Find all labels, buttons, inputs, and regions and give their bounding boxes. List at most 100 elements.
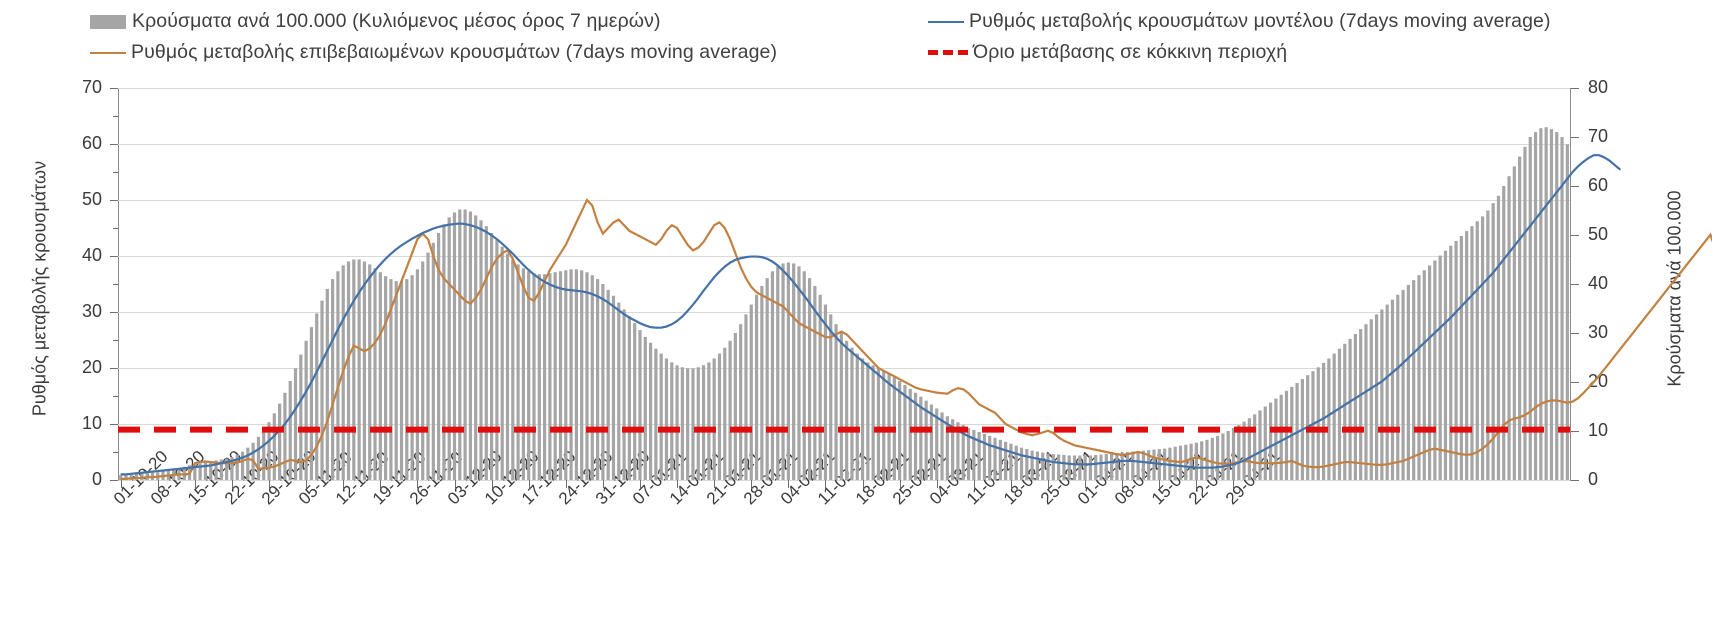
bar[interactable] — [1216, 435, 1220, 480]
bar[interactable] — [553, 272, 557, 480]
bar[interactable] — [712, 358, 716, 480]
bar[interactable] — [590, 275, 594, 480]
bar[interactable] — [919, 396, 923, 480]
bar[interactable] — [378, 272, 382, 480]
bar[interactable] — [1480, 216, 1485, 480]
bar[interactable] — [834, 324, 838, 480]
bar[interactable] — [998, 439, 1002, 480]
bar[interactable] — [595, 279, 600, 480]
bar[interactable] — [982, 433, 987, 480]
bar[interactable] — [1502, 186, 1506, 480]
bar[interactable] — [1311, 371, 1315, 480]
bar[interactable] — [1422, 270, 1426, 480]
bar[interactable] — [431, 242, 435, 480]
bar[interactable] — [601, 284, 605, 480]
bar[interactable] — [442, 224, 446, 480]
bar[interactable] — [860, 358, 865, 480]
bar[interactable] — [966, 428, 971, 480]
bar[interactable] — [203, 462, 208, 480]
bar[interactable] — [537, 274, 541, 480]
bar[interactable] — [1491, 203, 1495, 480]
bar[interactable] — [235, 454, 239, 480]
bar[interactable] — [119, 475, 123, 480]
bar[interactable] — [813, 285, 817, 480]
bar[interactable] — [876, 368, 881, 480]
bar[interactable] — [1200, 441, 1204, 480]
bar[interactable] — [198, 463, 202, 480]
bar[interactable] — [1268, 402, 1273, 480]
bar[interactable] — [760, 285, 764, 480]
bar[interactable] — [1438, 255, 1442, 480]
bar[interactable] — [479, 220, 483, 481]
bar[interactable] — [707, 362, 711, 480]
bar[interactable] — [293, 368, 298, 480]
bar[interactable] — [1374, 314, 1379, 480]
bar[interactable] — [1284, 390, 1289, 480]
bar[interactable] — [1533, 132, 1538, 480]
bar[interactable] — [1380, 309, 1384, 480]
bar[interactable] — [1231, 428, 1236, 480]
bar[interactable] — [1247, 418, 1251, 480]
bar[interactable] — [352, 259, 356, 481]
bar[interactable] — [993, 437, 997, 480]
bar[interactable] — [744, 314, 748, 480]
legend-item-model-line[interactable]: Ρυθμός μεταβολής κρουσμάτων μοντέλου (7d… — [928, 10, 1551, 33]
bar[interactable] — [898, 381, 902, 480]
bar[interactable] — [717, 353, 722, 480]
bar[interactable] — [468, 211, 472, 481]
bar[interactable] — [654, 348, 658, 480]
bar[interactable] — [977, 431, 981, 480]
bar[interactable] — [278, 403, 282, 480]
bar[interactable] — [1041, 452, 1045, 480]
bar[interactable] — [1083, 455, 1087, 481]
bar[interactable] — [230, 456, 234, 480]
bar[interactable] — [1088, 455, 1093, 481]
bar[interactable] — [1078, 455, 1082, 481]
bar[interactable] — [1125, 452, 1130, 480]
bar[interactable] — [659, 353, 663, 480]
bar[interactable] — [357, 259, 361, 481]
bar[interactable] — [1104, 454, 1108, 480]
bar[interactable] — [569, 269, 573, 480]
bar[interactable] — [776, 266, 780, 480]
bar[interactable] — [1555, 132, 1559, 480]
bar[interactable] — [1470, 226, 1474, 480]
bar[interactable] — [1221, 433, 1225, 480]
bar[interactable] — [1385, 304, 1389, 480]
legend-item-confirmed-line[interactable]: Ρυθμός μεταβολής επιβεβαιωμένων κρουσμάτ… — [90, 41, 777, 64]
bar[interactable] — [823, 304, 828, 480]
bar[interactable] — [1226, 431, 1230, 480]
bar[interactable] — [272, 413, 276, 480]
bar[interactable] — [1390, 299, 1395, 480]
bar[interactable] — [1523, 146, 1527, 481]
bar[interactable] — [924, 400, 928, 480]
bar[interactable] — [866, 362, 870, 480]
bar[interactable] — [951, 419, 955, 480]
bar[interactable] — [749, 304, 753, 480]
bar[interactable] — [691, 368, 695, 480]
bar[interactable] — [405, 279, 409, 480]
bar[interactable] — [1316, 367, 1320, 480]
bar[interactable] — [209, 461, 213, 480]
bar[interactable] — [267, 422, 271, 480]
bar[interactable] — [765, 278, 769, 480]
bar[interactable] — [532, 273, 536, 480]
bar[interactable] — [855, 353, 859, 480]
bar[interactable] — [1242, 421, 1246, 480]
bar[interactable] — [1131, 451, 1135, 480]
bar[interactable] — [458, 209, 462, 480]
bar[interactable] — [1004, 441, 1008, 480]
bar[interactable] — [1359, 329, 1363, 480]
bar[interactable] — [320, 300, 324, 480]
bar[interactable] — [818, 294, 822, 480]
bar[interactable] — [1274, 398, 1278, 480]
bar[interactable] — [1332, 353, 1336, 480]
bar[interactable] — [1057, 454, 1061, 480]
bar[interactable] — [193, 464, 197, 480]
bar[interactable] — [1258, 410, 1262, 480]
bar[interactable] — [134, 474, 139, 480]
bar[interactable] — [1406, 284, 1410, 480]
bar[interactable] — [1544, 127, 1548, 480]
legend-item-bars[interactable]: Κρούσματα ανά 100.000 (Κυλιόμενος μέσος … — [90, 10, 661, 33]
bar[interactable] — [935, 408, 939, 480]
